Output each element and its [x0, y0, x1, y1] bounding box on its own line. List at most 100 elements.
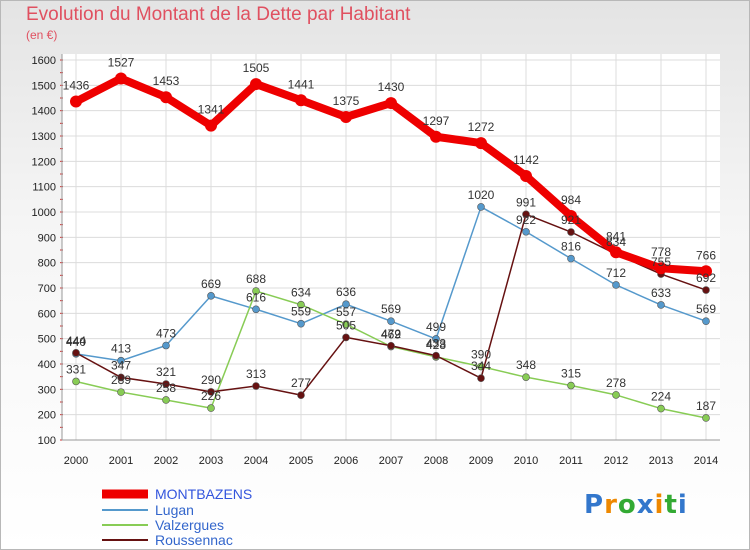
data-point-valzergues — [522, 373, 530, 381]
data-point-valzergues — [657, 404, 665, 413]
data-label-montbazens: 778 — [651, 245, 671, 259]
data-point-lugan — [162, 341, 170, 350]
data-label-lugan: 413 — [111, 342, 131, 356]
data-point-valzergues — [162, 396, 170, 404]
y-tick-label: 600 — [38, 308, 56, 320]
data-point-roussennac — [252, 382, 260, 390]
x-tick-label: 2008 — [424, 455, 448, 467]
axes: 100 200 300 400 500 600 700 800 900 1000 1100 1200 1… — [32, 54, 720, 467]
data-label-montbazens: 1430 — [378, 80, 405, 94]
data-point-lugan — [567, 254, 575, 263]
data-label-montbazens: 1436 — [63, 79, 90, 93]
data-label-lugan: 669 — [201, 277, 221, 291]
x-tick-label: 2007 — [379, 455, 403, 467]
data-point-lugan — [117, 356, 125, 365]
data-label-roussennac: 347 — [111, 358, 131, 372]
data-label-roussennac: 290 — [201, 373, 221, 387]
data-point-roussennac — [207, 388, 215, 396]
x-tick-label: 2010 — [514, 455, 538, 467]
data-label-montbazens: 841 — [606, 229, 626, 243]
data-label-lugan: 499 — [426, 320, 446, 334]
data-label-lugan: 616 — [246, 290, 266, 304]
data-label-roussennac: 321 — [156, 365, 176, 379]
data-label-lugan: 1020 — [468, 188, 495, 202]
data-point-montbazens — [295, 94, 307, 107]
x-tick-label: 2014 — [694, 455, 718, 467]
data-point-lugan — [342, 300, 350, 309]
y-tick-label: 1100 — [32, 182, 56, 194]
data-label-lugan: 569 — [381, 302, 401, 316]
data-label-roussennac: 444 — [66, 334, 86, 348]
data-label-roussennac: 692 — [696, 271, 716, 285]
data-label-roussennac: 991 — [516, 195, 536, 209]
data-label-roussennac: 834 — [606, 235, 626, 249]
data-point-lugan — [387, 317, 395, 325]
data-point-roussennac — [342, 333, 350, 342]
data-point-montbazens — [385, 97, 397, 110]
data-point-valzergues — [567, 381, 575, 390]
y-tick-label: 1400 — [32, 106, 56, 118]
data-label-valzergues: 226 — [201, 389, 221, 403]
data-point-lugan — [657, 301, 665, 309]
data-label-valzergues: 315 — [561, 367, 581, 381]
x-tick-label: 2002 — [154, 455, 178, 467]
data-label-montbazens: 1297 — [423, 114, 450, 128]
data-label-valzergues: 390 — [471, 348, 491, 362]
data-label-montbazens: 1453 — [153, 74, 180, 88]
data-point-montbazens — [115, 72, 127, 85]
data-point-montbazens — [430, 130, 442, 143]
data-label-valzergues: 289 — [111, 373, 131, 387]
data-label-lugan: 440 — [66, 335, 86, 349]
data-point-lugan — [477, 203, 485, 211]
data-label-montbazens: 984 — [561, 193, 581, 207]
data-label-lugan: 712 — [606, 266, 626, 280]
data-label-lugan: 636 — [336, 285, 356, 299]
data-label-lugan: 633 — [651, 286, 671, 300]
y-tick-label: 1600 — [32, 55, 56, 67]
data-point-roussennac — [702, 286, 710, 294]
data-point-valzergues — [72, 377, 80, 386]
data-label-valzergues: 688 — [246, 272, 266, 286]
data-point-valzergues — [252, 287, 260, 295]
data-label-lugan: 569 — [696, 302, 716, 316]
data-point-montbazens — [520, 170, 532, 183]
y-tick-label: 1200 — [32, 156, 56, 168]
data-label-lugan: 922 — [516, 213, 536, 227]
x-tick-label: 2000 — [64, 455, 88, 467]
y-tick-label: 1000 — [32, 207, 56, 219]
legend-label-roussennac: Roussennac — [155, 532, 233, 548]
x-tick-label: 2003 — [199, 455, 223, 467]
x-tick-label: 2009 — [469, 455, 493, 467]
chart-title: Evolution du Montant de la Dette par Hab… — [26, 4, 411, 25]
data-label-montbazens: 1272 — [468, 120, 495, 134]
x-tick-label: 2006 — [334, 455, 358, 467]
unit-label: (en €) — [26, 28, 58, 42]
data-label-valzergues: 348 — [516, 358, 536, 372]
y-tick-label: 500 — [38, 334, 56, 346]
y-tick-label: 1300 — [32, 131, 56, 143]
data-label-lugan: 816 — [561, 240, 581, 254]
x-tick-label: 2011 — [559, 455, 583, 467]
data-label-valzergues: 278 — [606, 376, 626, 390]
data-point-montbazens — [655, 262, 667, 275]
data-point-valzergues — [342, 320, 350, 329]
data-point-montbazens — [340, 111, 352, 123]
data-labels: 440 413 473 669 616 559 636 569 499 1020 922 816 712… — [63, 55, 717, 412]
data-point-montbazens — [610, 246, 622, 259]
data-point-montbazens — [205, 119, 217, 132]
data-point-roussennac — [477, 374, 485, 382]
data-point-lugan — [432, 335, 440, 343]
y-tick-label: 100 — [38, 435, 56, 447]
data-label-roussennac: 755 — [651, 255, 671, 269]
data-label-montbazens: 1441 — [288, 77, 315, 91]
y-tick-label: 200 — [38, 410, 56, 422]
data-point-lugan — [612, 281, 620, 289]
data-label-montbazens: 1375 — [333, 94, 360, 108]
proxiti-logo: Proxiti — [584, 490, 688, 520]
data-point-montbazens — [700, 265, 712, 278]
data-label-montbazens: 1505 — [243, 61, 270, 75]
data-label-roussennac: 472 — [381, 327, 401, 341]
data-point-montbazens — [250, 78, 262, 91]
y-tick-label: 1500 — [32, 80, 56, 92]
data-label-lugan: 473 — [156, 327, 176, 341]
